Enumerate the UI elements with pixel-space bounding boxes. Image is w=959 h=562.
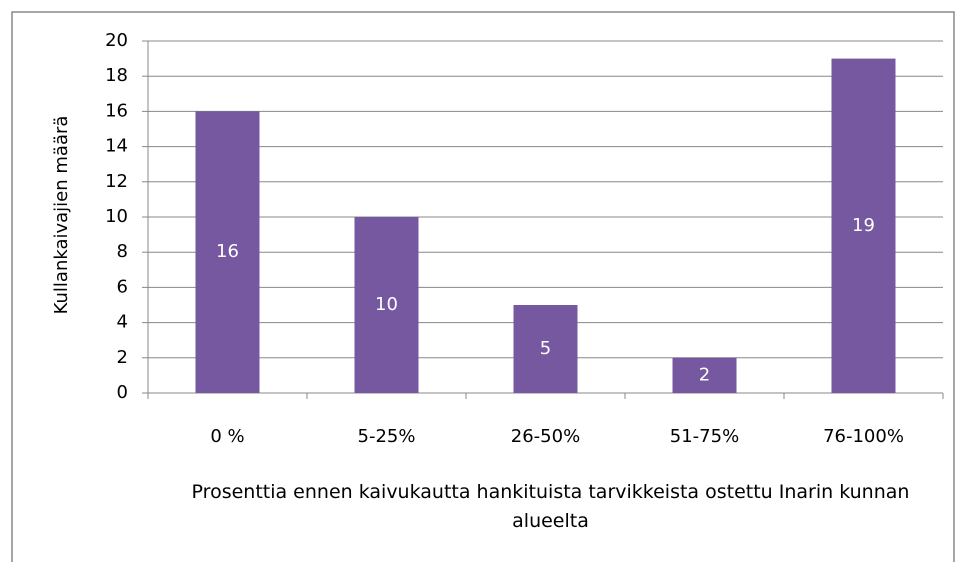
x-tick-label: 26-50%	[511, 426, 580, 447]
y-tick-label: 10	[105, 206, 128, 227]
bar	[354, 217, 419, 393]
y-tick-label: 20	[105, 30, 128, 51]
y-tick-label: 0	[117, 382, 128, 403]
y-tick-label: 4	[117, 312, 128, 333]
data-label: 16	[216, 241, 239, 262]
y-tick-label: 2	[117, 347, 128, 368]
data-label: 19	[852, 215, 875, 236]
bar	[672, 357, 737, 393]
y-tick-label: 12	[105, 171, 128, 192]
x-axis-title: Prosenttia ennen kaivukautta hankituista…	[191, 481, 910, 532]
bar	[831, 58, 896, 393]
y-tick-label: 18	[105, 65, 128, 86]
x-tick-label: 76-100%	[823, 426, 904, 447]
x-tick-label: 0 %	[210, 426, 244, 447]
data-label: 5	[540, 338, 551, 359]
x-tick-label: 5-25%	[358, 426, 416, 447]
y-tick-label: 8	[117, 241, 128, 262]
x-tick-label: 51-75%	[670, 426, 739, 447]
y-tick-label: 16	[105, 100, 128, 121]
y-tick-label: 6	[117, 276, 128, 297]
data-label: 2	[699, 364, 710, 385]
bar	[513, 305, 578, 393]
y-tick-label: 14	[105, 136, 128, 157]
data-label: 10	[375, 294, 398, 315]
bar	[195, 111, 260, 394]
y-axis-title: Kullankaivajien määrä	[51, 116, 72, 315]
frame	[11, 11, 955, 562]
